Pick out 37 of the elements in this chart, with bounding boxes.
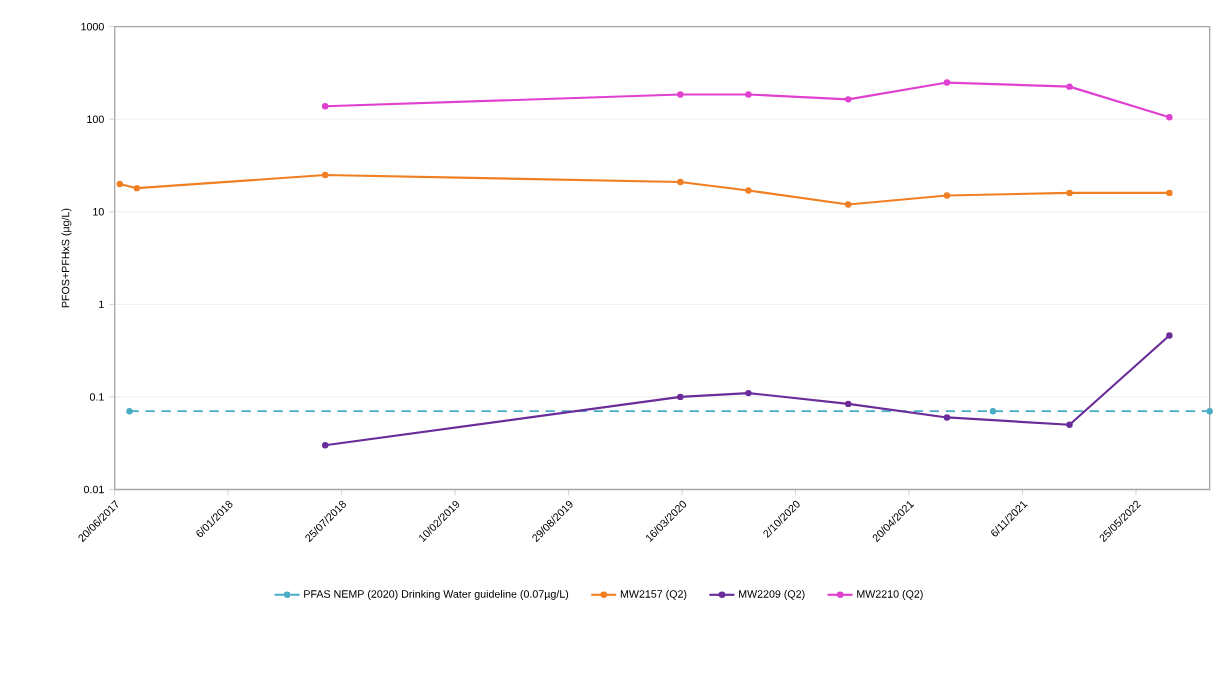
point	[321, 103, 329, 110]
y-tick-label: 1	[99, 300, 104, 309]
point	[1166, 114, 1173, 121]
y-tick-label: 0.01	[83, 485, 104, 494]
point	[943, 192, 951, 199]
point	[745, 187, 752, 194]
point	[677, 393, 684, 401]
point	[116, 180, 124, 188]
point	[1066, 189, 1073, 197]
y-tick-label: 10	[93, 208, 104, 216]
point	[126, 408, 133, 415]
legend-label: PFAS NEMP (2020) Drinking Water guideline (0.07µg/L)	[304, 590, 569, 600]
point	[943, 79, 951, 86]
legend-label: MW2210 (Q2)	[857, 590, 923, 600]
point	[989, 408, 997, 415]
point	[845, 400, 852, 408]
point	[677, 91, 684, 98]
point	[1066, 83, 1073, 90]
point	[845, 96, 852, 103]
point	[677, 178, 684, 186]
point	[321, 442, 329, 449]
y-tick-label: 0.1	[89, 393, 104, 401]
point	[1166, 189, 1173, 197]
point	[845, 201, 852, 208]
point	[1166, 332, 1173, 339]
y-axis-title: PFOS+PFHxS (µg/L)	[61, 208, 72, 308]
legend-label: MW2157 (Q2)	[620, 590, 687, 600]
point	[1066, 421, 1073, 429]
point	[1206, 408, 1213, 415]
point	[943, 414, 951, 421]
point	[745, 389, 752, 397]
y-tick-label: 100	[87, 115, 104, 124]
legend-label: MW2209 (Q2)	[739, 590, 805, 600]
point	[321, 171, 329, 179]
point	[133, 185, 141, 192]
y-tick-label: 1000	[81, 22, 104, 31]
point	[745, 91, 752, 98]
